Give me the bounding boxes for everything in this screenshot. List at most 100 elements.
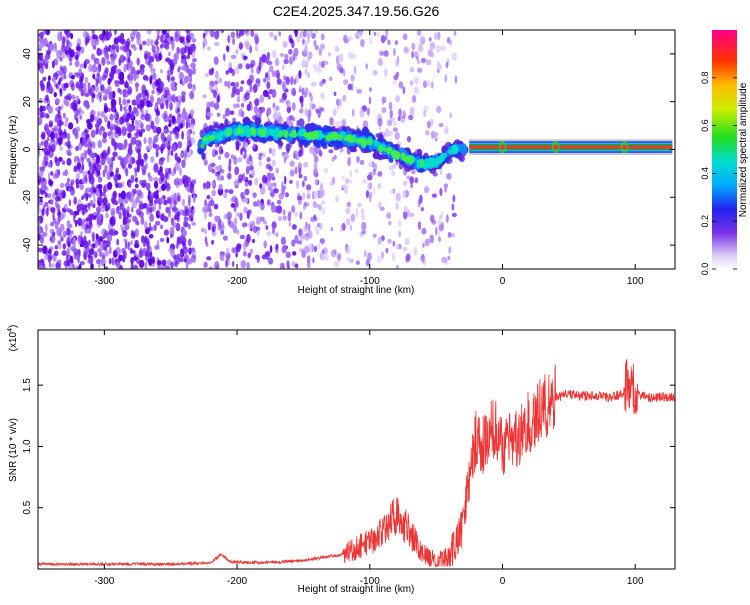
- noise-speckle: [135, 109, 140, 117]
- noise-speckle: [102, 93, 108, 100]
- noise-speckle: [374, 163, 377, 171]
- noise-speckle: [383, 68, 388, 77]
- noise-speckle: [85, 244, 90, 254]
- ridge-blob: [403, 155, 412, 164]
- noise-speckle: [273, 105, 279, 112]
- noise-speckle: [187, 48, 191, 56]
- noise-speckle: [108, 164, 112, 174]
- noise-speckle: [262, 152, 266, 159]
- noise-speckle: [211, 67, 214, 74]
- noise-speckle: [206, 101, 212, 107]
- noise-speckle: [148, 221, 152, 231]
- noise-speckle: [144, 261, 148, 269]
- noise-speckle: [232, 103, 237, 109]
- noise-speckle: [134, 82, 140, 88]
- y-tick-label: 0: [22, 146, 33, 152]
- noise-speckle: [397, 116, 401, 121]
- noise-speckle: [396, 245, 400, 250]
- noise-speckle: [329, 181, 333, 186]
- noise-speckle: [160, 171, 164, 179]
- noise-speckle: [303, 202, 307, 207]
- noise-speckle: [421, 227, 427, 235]
- noise-speckle: [300, 99, 304, 108]
- noise-speckle: [262, 220, 267, 225]
- noise-speckle: [68, 71, 74, 76]
- noise-speckle: [136, 70, 141, 75]
- noise-speckle: [355, 168, 359, 174]
- noise-speckle: [438, 122, 444, 128]
- noise-speckle: [391, 163, 397, 169]
- noise-speckle: [192, 130, 195, 136]
- noise-speckle: [89, 153, 96, 159]
- noise-speckle: [190, 216, 193, 222]
- noise-speckle: [128, 158, 132, 165]
- noise-speckle: [379, 206, 385, 211]
- noise-speckle: [113, 142, 117, 151]
- noise-speckle: [50, 138, 55, 143]
- noise-speckle: [411, 169, 416, 175]
- colorbar-tick-label: 0.0: [700, 263, 710, 276]
- noise-speckle: [299, 145, 303, 154]
- noise-speckle: [127, 163, 133, 169]
- noise-speckle: [222, 113, 227, 120]
- noise-speckle: [337, 98, 343, 107]
- noise-speckle: [392, 240, 396, 247]
- noise-speckle: [80, 231, 84, 236]
- noise-speckle: [178, 71, 185, 81]
- noise-speckle: [149, 213, 155, 222]
- noise-speckle: [358, 30, 363, 38]
- noise-speckle: [372, 233, 377, 238]
- noise-speckle: [40, 83, 46, 92]
- noise-speckle: [387, 130, 393, 136]
- noise-speckle: [130, 263, 134, 269]
- noise-speckle: [135, 196, 140, 204]
- noise-speckle: [355, 260, 360, 265]
- noise-speckle: [224, 151, 230, 159]
- noise-speckle: [268, 257, 274, 265]
- noise-speckle: [79, 83, 85, 89]
- noise-speckle: [333, 249, 337, 255]
- noise-speckle: [186, 54, 190, 60]
- noise-speckle: [387, 119, 393, 127]
- noise-speckle: [148, 234, 154, 239]
- noise-speckle: [313, 245, 318, 253]
- noise-speckle: [315, 108, 319, 114]
- snr-y-label: SNR (10 * v/v): [8, 418, 19, 482]
- noise-speckle: [329, 117, 334, 126]
- noise-speckle: [136, 159, 142, 166]
- noise-speckle: [384, 35, 388, 41]
- noise-speckle: [208, 266, 214, 269]
- noise-speckle: [381, 107, 387, 114]
- noise-speckle: [276, 205, 283, 214]
- noise-speckle: [184, 221, 189, 228]
- noise-speckle: [160, 224, 164, 230]
- ridge-blob: [316, 124, 322, 131]
- noise-speckle: [452, 194, 456, 203]
- noise-speckle: [75, 145, 79, 152]
- ridge-blob: [310, 122, 315, 128]
- noise-speckle: [133, 126, 139, 131]
- noise-speckle: [299, 108, 304, 114]
- noise-speckle: [379, 50, 385, 56]
- noise-speckle: [256, 109, 263, 115]
- noise-speckle: [138, 211, 144, 218]
- noise-speckle: [266, 231, 272, 237]
- noise-speckle: [96, 217, 101, 225]
- noise-speckle: [315, 229, 320, 236]
- noise-speckle: [266, 199, 271, 206]
- noise-speckle: [433, 131, 439, 138]
- noise-speckle: [137, 104, 141, 109]
- noise-speckle: [106, 148, 109, 157]
- noise-speckle: [97, 195, 103, 202]
- noise-speckle: [308, 223, 311, 232]
- noise-speckle: [155, 109, 160, 115]
- noise-speckle: [181, 95, 186, 103]
- noise-speckle: [240, 191, 245, 199]
- noise-speckle: [396, 55, 400, 64]
- noise-speckle: [171, 144, 177, 152]
- noise-speckle: [169, 59, 173, 68]
- noise-speckle: [441, 256, 447, 264]
- noise-speckle: [179, 257, 185, 263]
- noise-speckle: [303, 161, 309, 168]
